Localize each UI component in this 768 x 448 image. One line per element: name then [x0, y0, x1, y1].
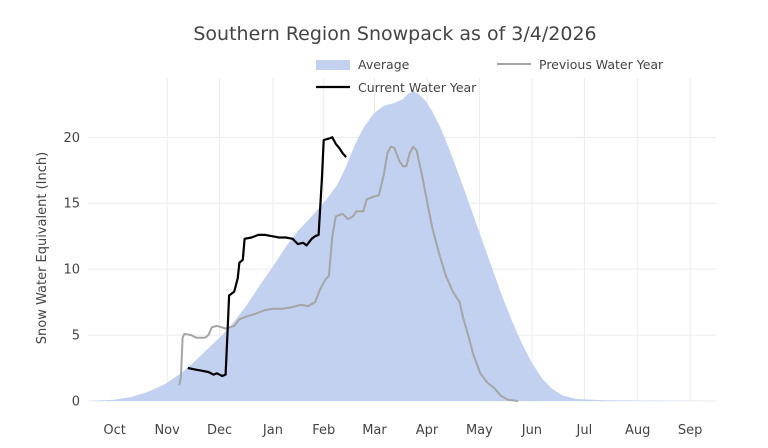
x-tick-label: Mar	[362, 423, 387, 438]
legend-item-average[interactable]: Average	[316, 57, 410, 72]
x-tick-label: Dec	[207, 423, 232, 438]
x-tick-label: Feb	[312, 423, 335, 438]
legend-label-current: Current Water Year	[358, 80, 477, 95]
previous-water-year-line	[178, 145, 519, 402]
x-tick-label: Aug	[625, 423, 650, 438]
x-axis-ticks: Oct Nov Dec Jan Feb Mar Apr May Jun Jul Aug Sep	[103, 423, 702, 438]
x-tick-label: Sep	[678, 423, 703, 438]
x-tick-label: Jun	[521, 423, 542, 438]
plot-area	[88, 91, 716, 402]
legend-item-previous-water-year[interactable]: Previous Water Year	[497, 57, 664, 72]
y-tick-label: 0	[72, 395, 80, 410]
legend-label-previous: Previous Water Year	[539, 57, 664, 72]
chart-title: Southern Region Snowpack as of 3/4/2026	[193, 23, 596, 45]
average-area	[88, 91, 716, 401]
x-tick-label: May	[466, 423, 493, 438]
y-axis-ticks: 0 5 10 15 20	[63, 131, 80, 410]
current-water-year-line	[187, 136, 347, 378]
legend-item-current-water-year[interactable]: Current Water Year	[316, 80, 477, 95]
legend-swatch-average	[316, 60, 350, 70]
x-tick-label: Jul	[576, 423, 593, 438]
y-axis-label: Snow Water Equivalent (Inch)	[35, 152, 50, 344]
legend-label-average: Average	[358, 57, 410, 72]
y-tick-label: 15	[63, 197, 80, 212]
x-tick-label: Oct	[103, 423, 125, 438]
y-tick-label: 10	[63, 263, 80, 278]
y-tick-label: 5	[72, 329, 80, 344]
x-tick-label: Nov	[154, 423, 180, 438]
x-tick-label: Apr	[416, 423, 439, 438]
y-tick-label: 20	[63, 131, 80, 146]
x-tick-label: Jan	[262, 423, 283, 438]
legend: Average Previous Water Year Current Wate…	[316, 57, 664, 95]
